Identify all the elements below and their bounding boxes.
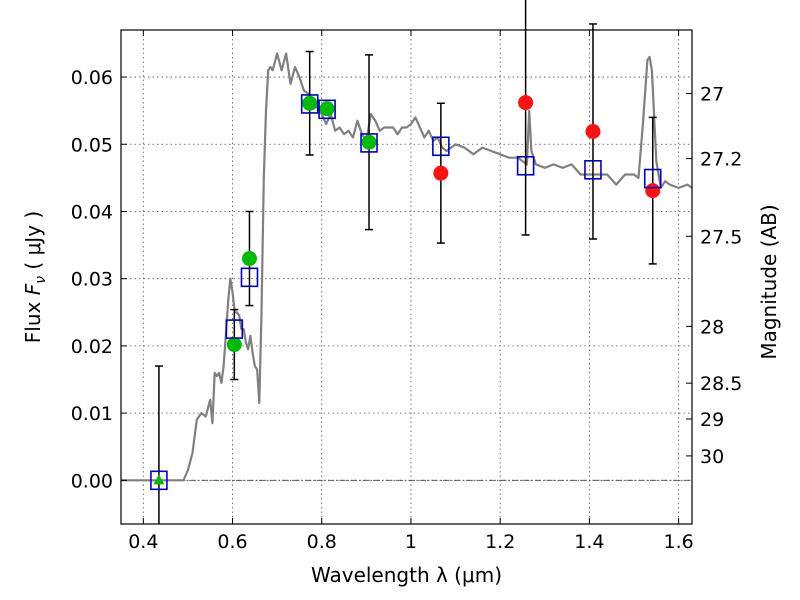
model-flux-box xyxy=(516,155,535,176)
model-flux-box xyxy=(318,99,336,120)
data-point xyxy=(361,134,377,150)
data-point xyxy=(433,165,449,181)
grid xyxy=(121,30,692,524)
x-tick-label: 1.2 xyxy=(485,531,515,553)
model-flux-box xyxy=(584,159,602,180)
magnitude-tick-label: 27.5 xyxy=(700,226,742,248)
magnitude-tick-label: 30 xyxy=(700,446,724,468)
model-flux-box xyxy=(240,267,259,288)
magnitude-tick-label: 29 xyxy=(700,409,724,431)
data-point xyxy=(241,251,257,267)
magnitude-tick-label: 27.2 xyxy=(700,149,742,171)
magnitude-tick-label: 27 xyxy=(700,84,724,106)
y-tick-label: 0.02 xyxy=(71,336,113,358)
model-flux-box xyxy=(300,94,319,114)
data-point xyxy=(585,123,601,139)
data-point xyxy=(645,183,661,199)
plot-frame xyxy=(120,29,693,525)
tick-labels: 0.4 0.6 0.8 1 1.2 1.4 1.6 0.00 0.01 0.02 0.03 0.04 0… xyxy=(71,67,743,553)
y-tick-label: 0.06 xyxy=(71,67,113,89)
model-flux-box xyxy=(432,136,450,157)
x-tick-label: 0.6 xyxy=(217,531,247,553)
axis-ticks xyxy=(121,30,692,524)
model-flux-box xyxy=(225,319,244,339)
y-tick-label: 0.04 xyxy=(71,201,113,223)
x-axis-label: Wavelength λ (μm) xyxy=(311,563,502,587)
y-tick-label: 0.01 xyxy=(71,403,113,425)
data-point xyxy=(319,101,335,117)
magnitude-tick-label: 28 xyxy=(700,316,724,338)
data-point xyxy=(518,95,534,111)
model-boxes xyxy=(150,94,662,491)
magnitude-tick-label: 28.5 xyxy=(700,373,742,395)
model-flux-box xyxy=(150,470,168,491)
x-tick-label: 1 xyxy=(405,531,417,553)
data-point xyxy=(226,337,242,353)
x-tick-label: 1.6 xyxy=(664,531,694,553)
magnitude-axis-label: Magnitude (AB) xyxy=(757,204,781,359)
y-tick-label: 0.03 xyxy=(71,269,113,291)
data-point xyxy=(302,95,318,111)
y-tick-label: 0.00 xyxy=(71,470,113,492)
y-tick-label: 0.05 xyxy=(71,134,113,156)
template-spectrum-line xyxy=(121,52,693,482)
error-bars xyxy=(154,0,657,524)
data-point-triangle xyxy=(153,474,165,485)
x-tick-label: 0.8 xyxy=(307,531,337,553)
model-flux-box xyxy=(360,133,378,153)
template-spectrum xyxy=(121,52,693,482)
y-axis-label: Flux Fν ( μJy ) xyxy=(21,211,49,343)
x-tick-label: 1.4 xyxy=(574,531,604,553)
model-flux-box xyxy=(643,168,662,189)
x-tick-label: 0.4 xyxy=(128,531,158,553)
